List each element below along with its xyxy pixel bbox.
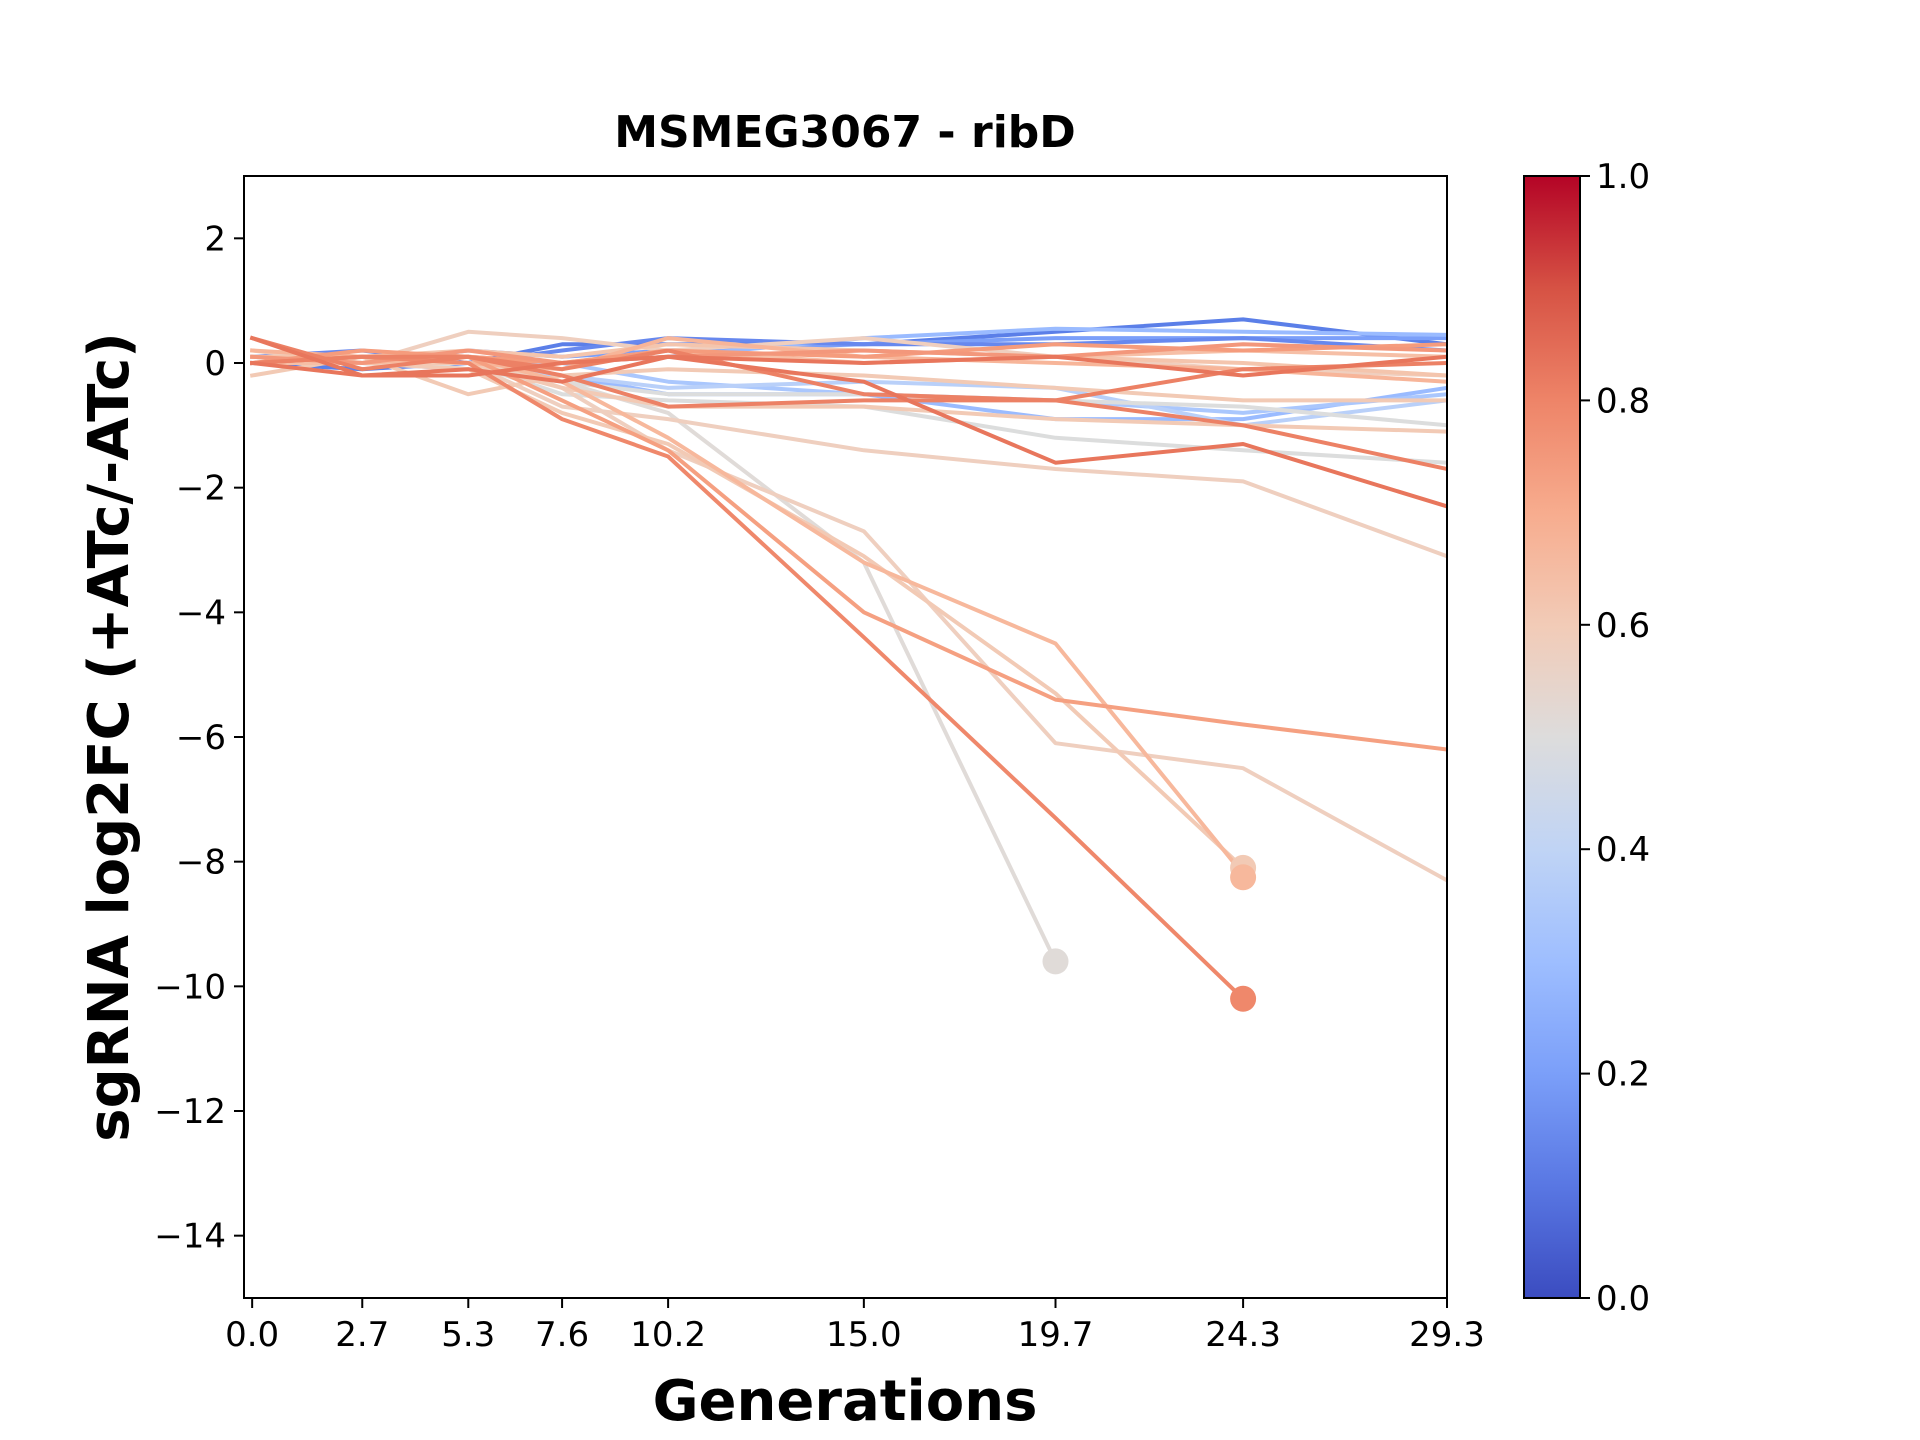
series-line-17 xyxy=(250,342,1447,378)
colorbar-tick-label: 0.4 xyxy=(1596,830,1650,870)
colorbar xyxy=(1523,175,1581,1299)
y-tick-label: −14 xyxy=(154,1217,226,1257)
colorbar-tick-label: 1.0 xyxy=(1596,157,1650,197)
colorbar-axis: 0.0 0.2 0.4 0.6 0.8 1.0 xyxy=(1580,157,1650,1319)
x-tick-label: 0.0 xyxy=(225,1315,279,1355)
x-tick-label: 7.6 xyxy=(535,1315,589,1355)
series-layer xyxy=(249,317,1447,1002)
y-axis: 2 0 −2 −4 −6 −8 −10 −12 −14 xyxy=(154,219,244,1257)
y-tick-label: −6 xyxy=(176,718,226,758)
chart-title: MSMEG3067 - ribD xyxy=(614,107,1076,158)
series-line-28 xyxy=(249,335,1447,378)
series-line-15 xyxy=(249,354,1447,403)
colorbar-tick-label: 0.6 xyxy=(1596,606,1650,646)
x-tick-label: 29.3 xyxy=(1409,1315,1485,1355)
x-tick-label: 15.0 xyxy=(826,1315,902,1355)
y-axis-label: sgRNA log2FC (+ATc/-ATc) xyxy=(77,332,142,1142)
x-axis-label: Generations xyxy=(653,1369,1038,1434)
x-axis: 0.0 2.7 5.3 7.6 10.2 15.0 19.7 24.3 29.3 xyxy=(225,1298,1485,1355)
series-line-25 xyxy=(250,354,1447,409)
endpoint-marker-3 xyxy=(1230,864,1257,891)
x-tick-label: 24.3 xyxy=(1205,1315,1281,1355)
y-tick-label: −2 xyxy=(176,469,226,509)
x-tick-label: 5.3 xyxy=(441,1315,495,1355)
x-tick-label: 10.2 xyxy=(630,1315,706,1355)
y-tick-label: −10 xyxy=(154,967,226,1007)
x-tick-label: 2.7 xyxy=(335,1315,389,1355)
colorbar-tick-label: 0.0 xyxy=(1596,1279,1650,1319)
x-tick-label: 19.7 xyxy=(1018,1315,1094,1355)
endpoint-marker-1 xyxy=(1042,948,1069,975)
y-tick-label: −8 xyxy=(176,843,226,883)
y-tick-label: 2 xyxy=(204,219,226,259)
colorbar-tick-label: 0.8 xyxy=(1596,381,1650,421)
endpoint-marker-4 xyxy=(1230,985,1257,1012)
y-tick-label: 0 xyxy=(204,344,226,384)
y-tick-label: −4 xyxy=(176,593,226,633)
colorbar-tick-label: 0.2 xyxy=(1596,1055,1650,1095)
y-tick-label: −12 xyxy=(154,1092,226,1132)
series-line-26 xyxy=(249,335,1447,472)
endpoint-layer xyxy=(1042,854,1257,1012)
